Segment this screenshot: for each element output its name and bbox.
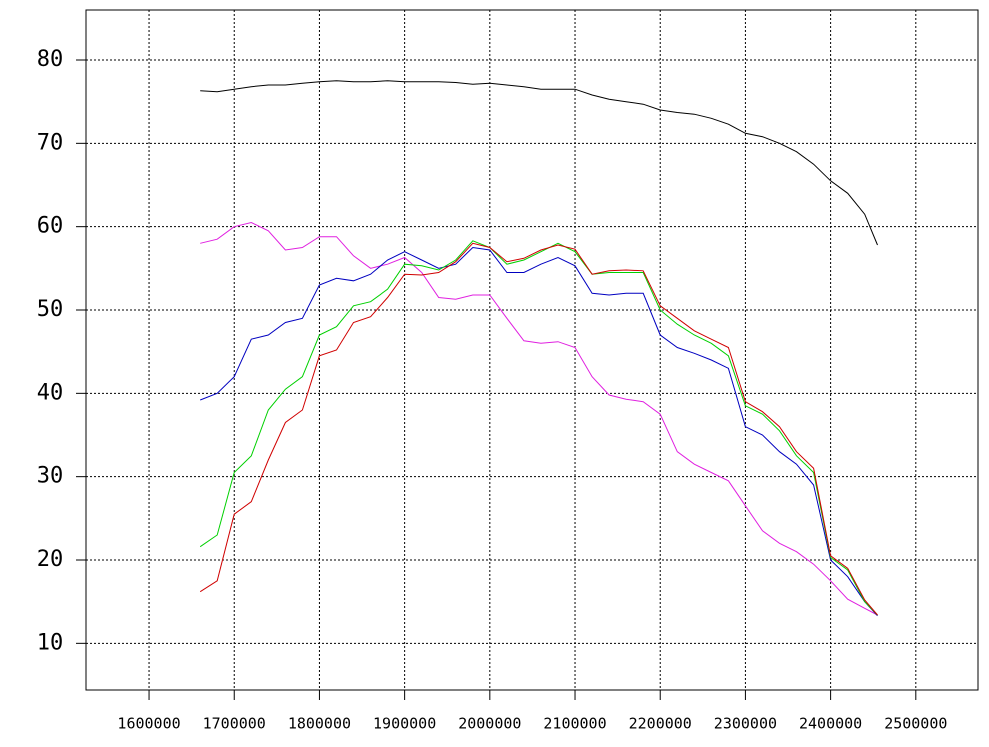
x-tick-label: 1900000	[373, 715, 436, 733]
series-line	[200, 80, 878, 246]
x-tick-label: 1600000	[117, 715, 180, 733]
x-tick-label: 2500000	[884, 715, 947, 733]
y-tick-label: 70	[37, 130, 64, 155]
series-line	[200, 246, 878, 617]
y-tick-label: 80	[37, 47, 64, 72]
series-line	[199, 240, 878, 616]
y-tick-label: 30	[37, 464, 64, 489]
series-line	[200, 221, 878, 616]
x-tick-label: 2100000	[543, 715, 606, 733]
y-tick-label: 60	[37, 214, 64, 239]
y-tick-label: 10	[37, 630, 64, 655]
y-tick-label: 50	[37, 297, 64, 322]
y-tick-label: 40	[37, 380, 64, 405]
x-tick-label: 1700000	[203, 715, 266, 733]
x-tick-label: 1800000	[288, 715, 351, 733]
x-tick-label: 2200000	[629, 715, 692, 733]
x-tick-label: 2000000	[458, 715, 521, 733]
y-tick-label: 20	[37, 547, 64, 572]
x-tick-label: 2300000	[714, 715, 777, 733]
plot-frame	[85, 9, 979, 691]
x-tick-label: 2400000	[799, 715, 862, 733]
series-line	[199, 242, 878, 616]
